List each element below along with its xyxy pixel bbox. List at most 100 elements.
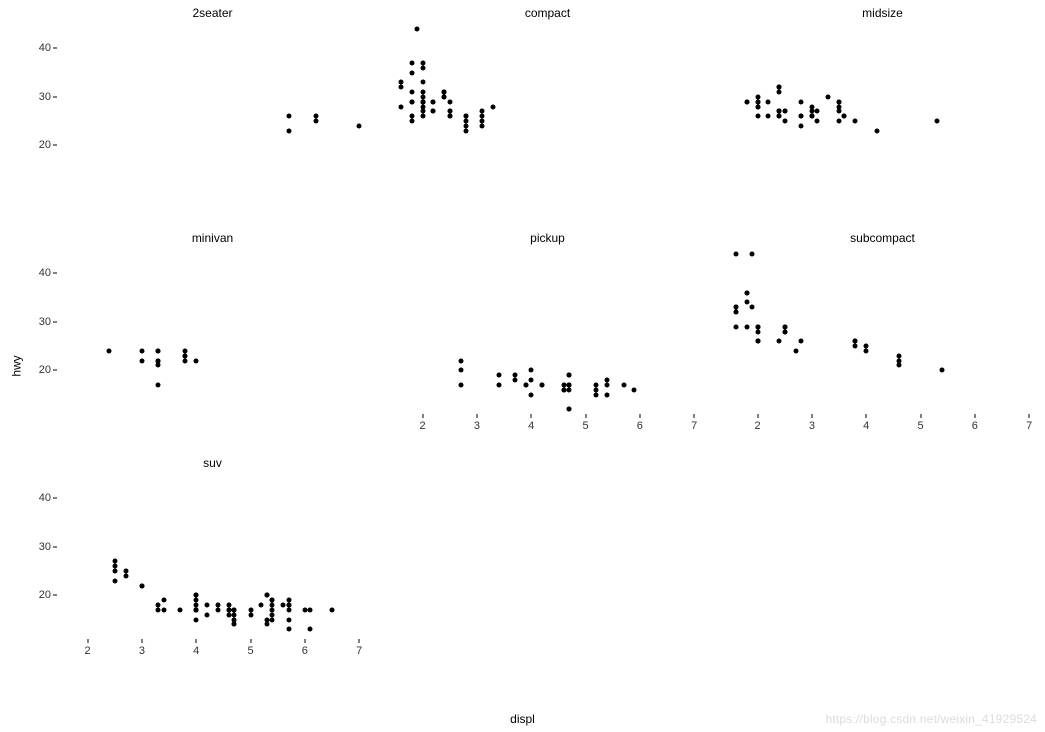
data-point: [815, 119, 820, 124]
x-tick-label: 6: [637, 420, 643, 432]
plot-area: 203040: [55, 249, 370, 414]
facet-title: compact: [390, 6, 705, 20]
plot-area: [725, 24, 1040, 189]
data-point: [766, 99, 771, 104]
y-axis: 20 30 40: [33, 474, 57, 639]
data-point: [777, 114, 782, 119]
data-point: [259, 603, 264, 608]
data-point: [264, 622, 269, 627]
data-point: [567, 407, 572, 412]
data-point: [447, 99, 452, 104]
data-point: [286, 114, 291, 119]
data-point: [777, 109, 782, 114]
data-point: [594, 387, 599, 392]
x-tick-label: 7: [691, 420, 697, 432]
data-point: [875, 128, 880, 133]
data-point: [156, 363, 161, 368]
data-point: [248, 607, 253, 612]
data-point: [766, 114, 771, 119]
data-point: [194, 607, 199, 612]
data-point: [161, 607, 166, 612]
x-tick-mark: [1029, 414, 1030, 418]
x-tick-mark: [811, 414, 812, 418]
data-point: [194, 593, 199, 598]
data-point: [226, 607, 231, 612]
x-tick-mark: [359, 639, 360, 643]
data-point: [815, 109, 820, 114]
y-tick-mark: [53, 498, 57, 499]
x-tick-label: 7: [1026, 420, 1032, 432]
facet-title: 2seater: [55, 6, 370, 20]
data-point: [567, 373, 572, 378]
data-point: [496, 382, 501, 387]
x-tick-label: 2: [755, 420, 761, 432]
data-point: [232, 612, 237, 617]
data-point: [409, 119, 414, 124]
data-point: [232, 622, 237, 627]
data-point: [205, 603, 210, 608]
y-tick-label: 20: [39, 589, 51, 601]
y-tick-label: 30: [39, 541, 51, 553]
data-point: [123, 573, 128, 578]
data-point: [799, 339, 804, 344]
data-point: [194, 617, 199, 622]
data-point: [799, 99, 804, 104]
facet-compact: compact: [390, 0, 705, 225]
x-tick-mark: [422, 414, 423, 418]
data-point: [755, 329, 760, 334]
data-point: [853, 344, 858, 349]
facet-midsize: midsize: [725, 0, 1040, 225]
y-tick-label: 20: [39, 139, 51, 151]
x-tick-mark: [694, 414, 695, 418]
facet-title: minivan: [55, 231, 370, 245]
y-tick-label: 40: [39, 492, 51, 504]
plot-area: [390, 24, 705, 189]
data-point: [632, 387, 637, 392]
data-point: [837, 109, 842, 114]
x-tick-label: 4: [528, 420, 534, 432]
data-point: [621, 382, 626, 387]
data-point: [940, 368, 945, 373]
data-point: [415, 26, 420, 31]
data-point: [183, 348, 188, 353]
y-axis: 203040: [33, 249, 57, 414]
data-point: [458, 382, 463, 387]
x-tick-label: 5: [917, 420, 923, 432]
data-point: [442, 94, 447, 99]
data-point: [491, 104, 496, 109]
data-point: [480, 123, 485, 128]
data-point: [156, 348, 161, 353]
data-point: [750, 305, 755, 310]
data-point: [567, 382, 572, 387]
facet-title: suv: [55, 456, 370, 470]
data-point: [744, 324, 749, 329]
data-point: [286, 617, 291, 622]
facet-title: midsize: [725, 6, 1040, 20]
facet-suv: suv203040234567: [55, 450, 370, 675]
data-point: [605, 382, 610, 387]
x-tick-mark: [476, 414, 477, 418]
data-point: [112, 569, 117, 574]
data-point: [512, 378, 517, 383]
x-tick-label: 4: [863, 420, 869, 432]
data-point: [420, 99, 425, 104]
data-point: [605, 392, 610, 397]
data-point: [420, 60, 425, 65]
data-point: [529, 392, 534, 397]
data-point: [540, 382, 545, 387]
y-tick-label: 40: [39, 267, 51, 279]
x-tick-label: 7: [356, 645, 362, 657]
x-tick-mark: [196, 639, 197, 643]
data-point: [139, 583, 144, 588]
data-point: [744, 290, 749, 295]
facet-pickup: pickup234567: [390, 225, 705, 450]
data-point: [248, 612, 253, 617]
data-point: [177, 607, 182, 612]
data-point: [215, 607, 220, 612]
x-tick-mark: [141, 639, 142, 643]
data-point: [934, 119, 939, 124]
data-point: [161, 598, 166, 603]
data-point: [194, 358, 199, 363]
x-tick-mark: [531, 414, 532, 418]
data-point: [270, 617, 275, 622]
